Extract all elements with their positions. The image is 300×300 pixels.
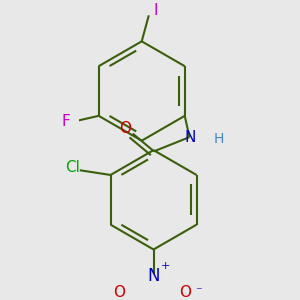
- Text: ⁻: ⁻: [195, 286, 202, 298]
- Text: +: +: [161, 261, 170, 271]
- Text: I: I: [154, 3, 158, 18]
- Text: Cl: Cl: [65, 160, 80, 175]
- Text: O: O: [179, 285, 191, 300]
- Text: O: O: [120, 122, 132, 136]
- Text: H: H: [214, 133, 224, 146]
- Text: O: O: [113, 285, 125, 300]
- Text: F: F: [61, 114, 70, 129]
- Text: N: N: [185, 130, 196, 145]
- Text: N: N: [147, 266, 160, 284]
